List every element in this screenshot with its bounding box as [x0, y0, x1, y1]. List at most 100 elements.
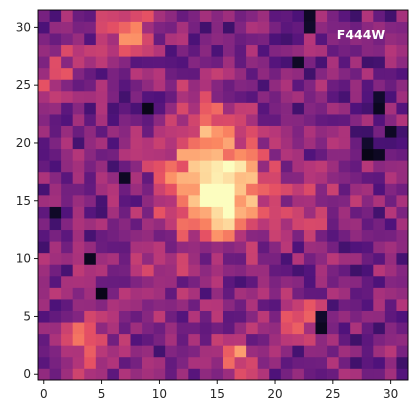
heatmap-cell: [84, 345, 97, 358]
heatmap-cell: [246, 137, 259, 150]
heatmap-cell: [303, 345, 316, 358]
heatmap-cell: [84, 252, 97, 265]
heatmap-cell: [84, 79, 97, 92]
heatmap-cell: [361, 137, 374, 150]
heatmap-cell: [396, 148, 409, 161]
heatmap-cell: [396, 183, 409, 196]
heatmap-cell: [199, 183, 212, 196]
heatmap-cell: [118, 264, 131, 277]
heatmap-cell: [327, 310, 339, 323]
heatmap-cell: [176, 148, 189, 161]
heatmap-cell: [118, 160, 131, 173]
heatmap-cell: [234, 160, 247, 173]
heatmap-cell: [269, 67, 282, 80]
heatmap-cell: [61, 322, 74, 335]
heatmap-cell: [211, 183, 224, 196]
heatmap-cell: [361, 206, 374, 219]
heatmap-cell: [142, 368, 154, 381]
heatmap-cell: [269, 310, 282, 323]
heatmap-cell: [338, 356, 351, 369]
heatmap-cell: [118, 345, 131, 358]
heatmap-cell: [315, 79, 328, 92]
heatmap-cell: [223, 148, 235, 161]
heatmap-cell: [223, 333, 235, 346]
heatmap-cell: [303, 183, 316, 196]
heatmap-cell: [223, 44, 235, 57]
heatmap-cell: [257, 310, 270, 323]
heatmap-cell: [84, 264, 97, 277]
heatmap-cell: [118, 310, 131, 323]
heatmap-cell: [315, 206, 328, 219]
heatmap-cell: [84, 33, 97, 46]
heatmap-cell: [269, 333, 282, 346]
heatmap-cell: [327, 264, 339, 277]
heatmap-cell: [84, 90, 97, 103]
heatmap-cell: [49, 183, 62, 196]
heatmap-cell: [234, 345, 247, 358]
heatmap-cell: [176, 183, 189, 196]
heatmap-cell: [38, 67, 50, 80]
heatmap-cell: [292, 90, 305, 103]
heatmap-cell: [373, 90, 386, 103]
heatmap-cell: [315, 287, 328, 300]
heatmap-cell: [72, 206, 85, 219]
heatmap-cell: [72, 137, 85, 150]
heatmap-cell: [303, 125, 316, 138]
heatmap-cell: [49, 252, 62, 265]
heatmap-cell: [384, 90, 397, 103]
heatmap-cell: [338, 264, 351, 277]
heatmap-cell: [396, 79, 409, 92]
heatmap-cell: [246, 241, 259, 254]
heatmap-cell: [350, 241, 363, 254]
heatmap-cell: [384, 183, 397, 196]
heatmap-cell: [38, 21, 50, 34]
heatmap-cells: [38, 10, 409, 381]
heatmap-cell: [38, 195, 50, 207]
heatmap-cell: [384, 56, 397, 69]
heatmap-cell: [292, 287, 305, 300]
heatmap-cell: [38, 137, 50, 150]
heatmap-cell: [396, 368, 409, 381]
heatmap-cell: [165, 102, 178, 115]
heatmap-cell: [303, 322, 316, 335]
heatmap-cell: [280, 10, 293, 22]
heatmap-cell: [292, 252, 305, 265]
heatmap-cell: [269, 160, 282, 173]
heatmap-cell: [84, 183, 97, 196]
heatmap-cell: [303, 148, 316, 161]
heatmap-cell: [130, 183, 143, 196]
heatmap-cell: [153, 218, 166, 231]
heatmap-cell: [153, 79, 166, 92]
heatmap-cell: [188, 195, 201, 207]
heatmap-cell: [153, 90, 166, 103]
heatmap-cell: [350, 322, 363, 335]
heatmap-cell: [373, 114, 386, 126]
heatmap-cell: [130, 333, 143, 346]
heatmap-cell: [165, 67, 178, 80]
heatmap-cell: [280, 310, 293, 323]
heatmap-cell: [373, 21, 386, 34]
heatmap-cell: [211, 345, 224, 358]
heatmap-cell: [38, 125, 50, 138]
heatmap-cell: [303, 137, 316, 150]
heatmap-cell: [269, 56, 282, 69]
heatmap-cell: [361, 183, 374, 196]
heatmap-cell: [153, 44, 166, 57]
heatmap-cell: [246, 171, 259, 184]
heatmap-cell: [118, 67, 131, 80]
heatmap-cell: [118, 241, 131, 254]
heatmap-cell: [61, 56, 74, 69]
heatmap-cell: [176, 345, 189, 358]
heatmap-cell: [72, 21, 85, 34]
heatmap-cell: [269, 102, 282, 115]
y-tick-label: 0: [23, 367, 31, 381]
heatmap-cell: [292, 275, 305, 288]
heatmap-cell: [303, 252, 316, 265]
heatmap-cell: [327, 79, 339, 92]
heatmap-cell: [384, 368, 397, 381]
heatmap-cell: [246, 90, 259, 103]
plot-frame: [37, 9, 409, 381]
heatmap-cell: [107, 21, 120, 34]
heatmap-cell: [396, 287, 409, 300]
heatmap-cell: [384, 322, 397, 335]
